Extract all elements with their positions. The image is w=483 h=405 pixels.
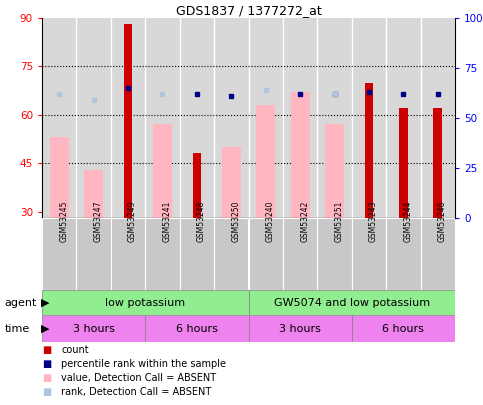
Bar: [283, 218, 317, 290]
Bar: [111, 218, 145, 290]
Text: rank, Detection Call = ABSENT: rank, Detection Call = ABSENT: [61, 387, 212, 397]
Bar: [42, 290, 248, 315]
Text: time: time: [5, 324, 30, 333]
Bar: [352, 218, 386, 290]
Bar: [193, 153, 201, 218]
Text: 6 hours: 6 hours: [383, 324, 424, 333]
Bar: [248, 290, 455, 315]
Bar: [153, 124, 172, 218]
Text: low potassium: low potassium: [105, 298, 185, 307]
Text: GSM53244: GSM53244: [403, 201, 412, 242]
Bar: [42, 218, 76, 290]
Bar: [50, 137, 69, 218]
Text: 6 hours: 6 hours: [176, 324, 218, 333]
Bar: [386, 218, 421, 290]
Text: ■: ■: [42, 387, 51, 397]
Text: count: count: [61, 345, 89, 355]
Text: 3 hours: 3 hours: [72, 324, 114, 333]
Bar: [42, 315, 145, 342]
Text: GSM53240: GSM53240: [266, 201, 275, 242]
Title: GDS1837 / 1377272_at: GDS1837 / 1377272_at: [176, 4, 321, 17]
Bar: [325, 124, 344, 218]
Bar: [365, 83, 373, 218]
Text: ▶: ▶: [41, 324, 50, 333]
Text: ■: ■: [42, 359, 51, 369]
Bar: [399, 108, 408, 218]
Bar: [291, 92, 310, 218]
Bar: [256, 105, 275, 218]
Text: ▶: ▶: [41, 298, 50, 307]
Text: GSM53246: GSM53246: [438, 201, 447, 242]
Text: GSM53243: GSM53243: [369, 201, 378, 242]
Bar: [145, 218, 180, 290]
Bar: [433, 108, 442, 218]
Bar: [214, 218, 248, 290]
Text: percentile rank within the sample: percentile rank within the sample: [61, 359, 227, 369]
Text: agent: agent: [5, 298, 37, 307]
Bar: [145, 315, 248, 342]
Bar: [76, 218, 111, 290]
Text: GSM53242: GSM53242: [300, 201, 309, 242]
Text: GW5074 and low potassium: GW5074 and low potassium: [274, 298, 430, 307]
Bar: [421, 218, 455, 290]
Bar: [84, 170, 103, 218]
Bar: [248, 218, 283, 290]
Text: GSM53251: GSM53251: [335, 201, 343, 242]
Bar: [124, 24, 132, 218]
Text: GSM53248: GSM53248: [197, 201, 206, 242]
Text: ■: ■: [42, 345, 51, 355]
Text: GSM53241: GSM53241: [162, 201, 171, 242]
Bar: [222, 147, 241, 218]
Text: ■: ■: [42, 373, 51, 383]
Bar: [317, 218, 352, 290]
Text: GSM53249: GSM53249: [128, 201, 137, 242]
Text: 3 hours: 3 hours: [279, 324, 321, 333]
Text: GSM53247: GSM53247: [94, 201, 102, 242]
Bar: [248, 315, 352, 342]
Text: GSM53245: GSM53245: [59, 201, 68, 242]
Bar: [352, 315, 455, 342]
Text: value, Detection Call = ABSENT: value, Detection Call = ABSENT: [61, 373, 216, 383]
Text: GSM53250: GSM53250: [231, 201, 240, 242]
Bar: [180, 218, 214, 290]
